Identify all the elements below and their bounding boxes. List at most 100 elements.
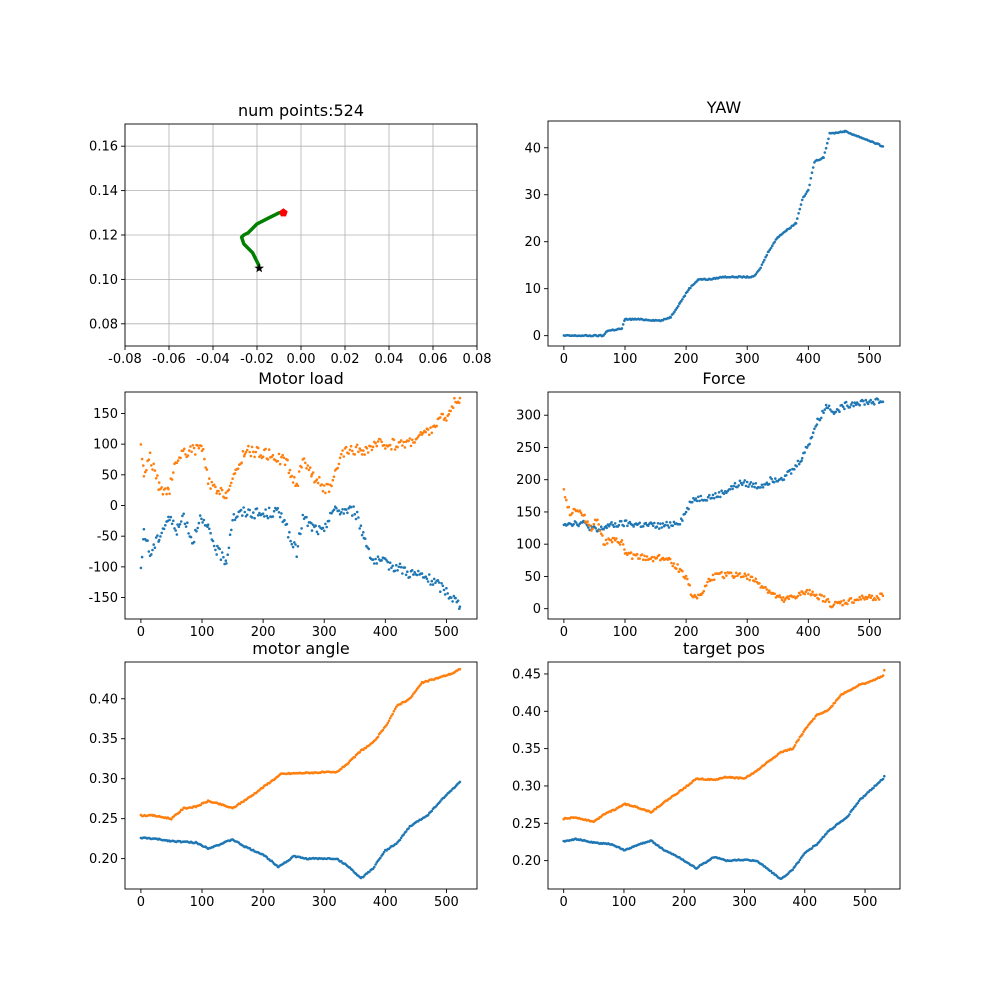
series-2-point <box>327 490 331 494</box>
series-1-point <box>227 546 231 550</box>
series-1-point <box>208 527 211 531</box>
series-1-point <box>813 427 816 431</box>
series-1-point <box>607 524 611 528</box>
series-2-point <box>349 444 353 448</box>
series-2-point <box>233 472 237 475</box>
series-1-point <box>338 512 342 516</box>
series-1-point <box>434 581 437 585</box>
x-tick-label: 300 <box>735 352 760 367</box>
series-2-point <box>324 491 327 495</box>
series-2-point <box>591 527 594 530</box>
series-2-point <box>305 467 308 470</box>
series-2-point <box>869 596 872 599</box>
series-1-point <box>176 523 179 526</box>
series-1-point <box>796 459 800 463</box>
series-1-point <box>655 525 659 528</box>
series-1-point <box>883 774 886 778</box>
series-1-point <box>239 508 243 512</box>
series-1-point <box>325 525 329 529</box>
series-1-point <box>300 527 303 530</box>
x-tick-label: 100 <box>613 352 638 367</box>
series-1-point <box>689 286 692 290</box>
series-2-point <box>833 701 837 705</box>
series-2-point <box>396 445 399 449</box>
series-2-point <box>175 461 179 465</box>
series-1-point <box>430 809 434 813</box>
series-1-point <box>807 188 810 192</box>
plot-data <box>139 396 462 610</box>
series-2-point <box>340 452 343 456</box>
series-2-point <box>859 598 863 601</box>
series-1-point <box>267 506 271 510</box>
series-1-point <box>730 485 733 488</box>
series-1-point <box>873 403 876 406</box>
series-2-point <box>342 455 346 458</box>
series-1-point <box>177 525 181 528</box>
series-2-point <box>744 574 748 578</box>
x-tick-label: -0.06 <box>152 352 186 367</box>
series-1-point <box>346 511 349 515</box>
series-2-point <box>393 448 397 451</box>
series-2-point <box>445 419 448 422</box>
series-1-point <box>450 596 453 600</box>
y-tick-label: 40 <box>524 141 541 156</box>
series-2-point <box>815 593 818 597</box>
series-2-point <box>827 600 831 604</box>
series-1-point <box>403 566 407 569</box>
series-2-point <box>754 577 758 580</box>
series-2-point <box>881 674 885 677</box>
subplot-title: num points:524 <box>238 101 364 120</box>
series-1-point <box>864 398 868 402</box>
series-2-point <box>150 464 153 467</box>
series-1-point <box>798 207 802 211</box>
series-2-point <box>245 448 249 452</box>
series-2-point <box>758 582 761 585</box>
x-tick-label: 200 <box>674 625 699 640</box>
series-1-point <box>288 530 291 534</box>
series-1-point <box>667 526 671 529</box>
y-tick-label: 100 <box>516 538 541 553</box>
series-1-point <box>357 516 360 519</box>
series-1-point <box>851 401 854 404</box>
series-1-point <box>206 525 209 529</box>
series-2-point <box>244 450 248 454</box>
series-1-point <box>791 868 794 872</box>
series-1-point <box>609 522 612 526</box>
series-2-point <box>623 548 626 551</box>
series-2-point <box>152 462 155 466</box>
subplot-title: motor angle <box>252 639 350 658</box>
series-2-point <box>264 447 267 451</box>
series-1-point <box>574 521 578 524</box>
series-2-point <box>650 555 654 559</box>
series-2-point <box>142 464 145 467</box>
series-1-point <box>139 566 143 570</box>
series-1-point <box>653 521 656 525</box>
series-2-point <box>846 602 849 606</box>
series-1-point <box>848 813 851 816</box>
series-1-point <box>182 512 185 516</box>
series-1-point <box>826 406 830 410</box>
series-2-point <box>712 578 716 581</box>
series-1-point <box>231 518 234 522</box>
series-1-point <box>332 508 336 512</box>
series-2-point <box>621 543 625 546</box>
series-1-point <box>167 515 170 519</box>
series-1-point <box>201 521 204 524</box>
series-2-point <box>612 536 616 540</box>
series-2-point <box>337 462 341 466</box>
series-1-point <box>881 145 885 148</box>
series-2-point <box>706 580 709 584</box>
series-2-point <box>670 561 673 565</box>
series-2-point <box>606 542 609 545</box>
series-1-point <box>429 583 432 586</box>
series-1-point <box>866 402 870 406</box>
series-1-point <box>342 512 346 515</box>
series-2-point <box>847 599 850 602</box>
series-2-point <box>820 594 824 597</box>
series-1-point <box>826 141 829 145</box>
series-1-point <box>681 519 684 522</box>
subplot-3: 0 100 200 300 400 500 -150 -100 -50 0 50 100 150 Moto… <box>88 369 478 640</box>
series-1-point <box>252 511 255 514</box>
y-tick-label: 0.20 <box>512 854 541 869</box>
series-1-point <box>632 525 635 528</box>
